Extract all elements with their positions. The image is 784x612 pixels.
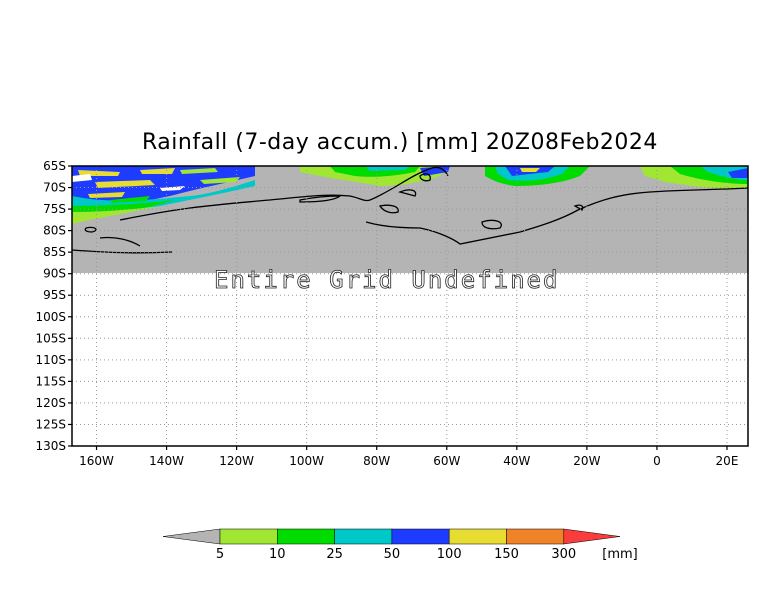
colorbar-label: 5 bbox=[216, 547, 224, 562]
lat-tick-label: 95S bbox=[43, 288, 66, 302]
lat-tick-label: 80S bbox=[43, 224, 66, 238]
lat-tick-label: 85S bbox=[43, 245, 66, 259]
lon-axis: 160W 140W 120W 100W 80W 60W 40W 20W 0 20E bbox=[79, 446, 738, 468]
lat-tick-label: 115S bbox=[35, 374, 66, 388]
lat-tick-label: 130S bbox=[35, 439, 66, 453]
lon-tick-label: 100W bbox=[289, 454, 324, 468]
lon-tick-label: 80W bbox=[363, 454, 390, 468]
lat-axis: 65S 70S 75S 80S 85S 90S 95S 100S 105S 110S 115S 120… bbox=[35, 159, 72, 453]
colorbar-label: 50 bbox=[384, 547, 401, 562]
lat-tick-label: 90S bbox=[43, 267, 66, 281]
colorbar-swatch bbox=[334, 528, 393, 545]
lat-tick-label: 70S bbox=[43, 181, 66, 195]
lon-tick-label: 160W bbox=[79, 454, 114, 468]
colorbar-swatch bbox=[506, 528, 565, 545]
lon-tick-label: 20W bbox=[573, 454, 600, 468]
lon-tick-label: 120W bbox=[219, 454, 254, 468]
lat-tick-label: 100S bbox=[35, 310, 66, 324]
colorbar-swatch bbox=[277, 528, 335, 545]
rainfall-field bbox=[72, 166, 748, 224]
colorbar-label: 10 bbox=[269, 547, 286, 562]
lon-tick-label: 0 bbox=[653, 454, 661, 468]
colorbar-label: 25 bbox=[326, 547, 343, 562]
lat-tick-label: 75S bbox=[43, 202, 66, 216]
colorbar-label: 300 bbox=[551, 547, 576, 562]
lon-tick-label: 140W bbox=[149, 454, 184, 468]
map-title: Rainfall (7-day accum.) [mm] 20Z08Feb202… bbox=[142, 130, 658, 155]
grid-lines bbox=[72, 166, 748, 446]
lon-tick-label: 40W bbox=[503, 454, 530, 468]
lon-tick-label: 20E bbox=[716, 454, 739, 468]
colorbar-swatch bbox=[219, 528, 278, 545]
colorbar-upper-triangle bbox=[563, 528, 621, 545]
colorbar: 5 10 25 50 100 150 300 [mm] bbox=[162, 528, 638, 562]
colorbar-unit: [mm] bbox=[602, 547, 637, 562]
lat-tick-label: 110S bbox=[35, 353, 66, 367]
lon-tick-label: 60W bbox=[433, 454, 460, 468]
lat-tick-label: 120S bbox=[35, 396, 66, 410]
map-frame bbox=[71, 165, 749, 447]
colorbar-label: 100 bbox=[437, 547, 462, 562]
undefined-message: Entire Grid Undefined bbox=[214, 266, 559, 294]
lat-tick-label: 125S bbox=[35, 417, 66, 431]
lat-tick-label: 65S bbox=[43, 159, 66, 173]
colorbar-label: 150 bbox=[494, 547, 519, 562]
colorbar-swatch bbox=[391, 528, 450, 545]
colorbar-swatch bbox=[448, 528, 507, 545]
colorbar-lower-triangle bbox=[162, 528, 221, 545]
lat-tick-label: 105S bbox=[35, 331, 66, 345]
